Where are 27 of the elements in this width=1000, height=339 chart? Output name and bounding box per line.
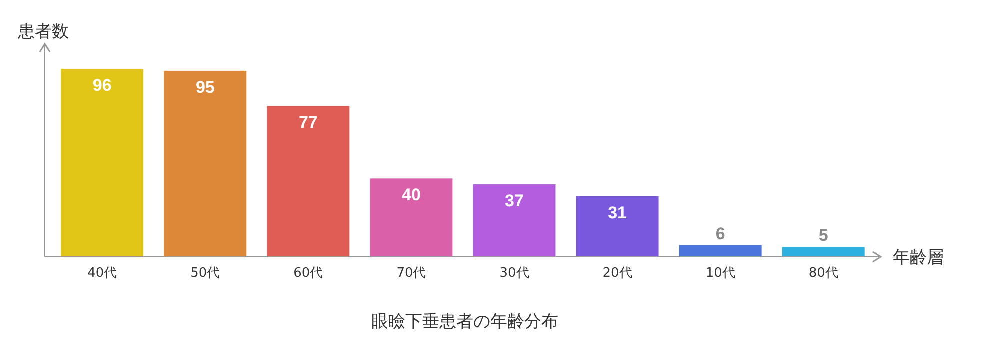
x-tick-label: 40代 [88, 266, 118, 281]
x-tick-label: 60代 [294, 266, 324, 281]
bar [370, 178, 453, 257]
bar [61, 69, 144, 257]
data-label: 37 [505, 192, 524, 211]
x-tick-label: 30代 [500, 266, 530, 281]
bar [782, 247, 865, 257]
data-label: 40 [402, 186, 421, 205]
data-label: 96 [92, 76, 112, 95]
x-tick-label: 70代 [396, 266, 426, 281]
data-label: 77 [298, 113, 318, 132]
bar [576, 196, 659, 257]
data-label: 95 [196, 78, 215, 97]
x-tick-label: 10代 [706, 266, 736, 281]
y-axis-title: 患者数 [17, 22, 69, 42]
bar [473, 184, 556, 257]
x-tick-label: 20代 [602, 266, 632, 281]
data-label: 5 [818, 226, 828, 246]
bar [164, 70, 247, 257]
x-tick-label: 50代 [190, 266, 220, 281]
x-tick-label: 80代 [808, 266, 838, 281]
data-label: 31 [608, 203, 628, 222]
bar [679, 245, 762, 257]
bar [267, 106, 350, 257]
text: 眼瞼下垂患者の年齢分布 [372, 312, 558, 332]
data-label: 6 [716, 224, 726, 244]
x-axis-title: 年齢層 [893, 248, 944, 268]
